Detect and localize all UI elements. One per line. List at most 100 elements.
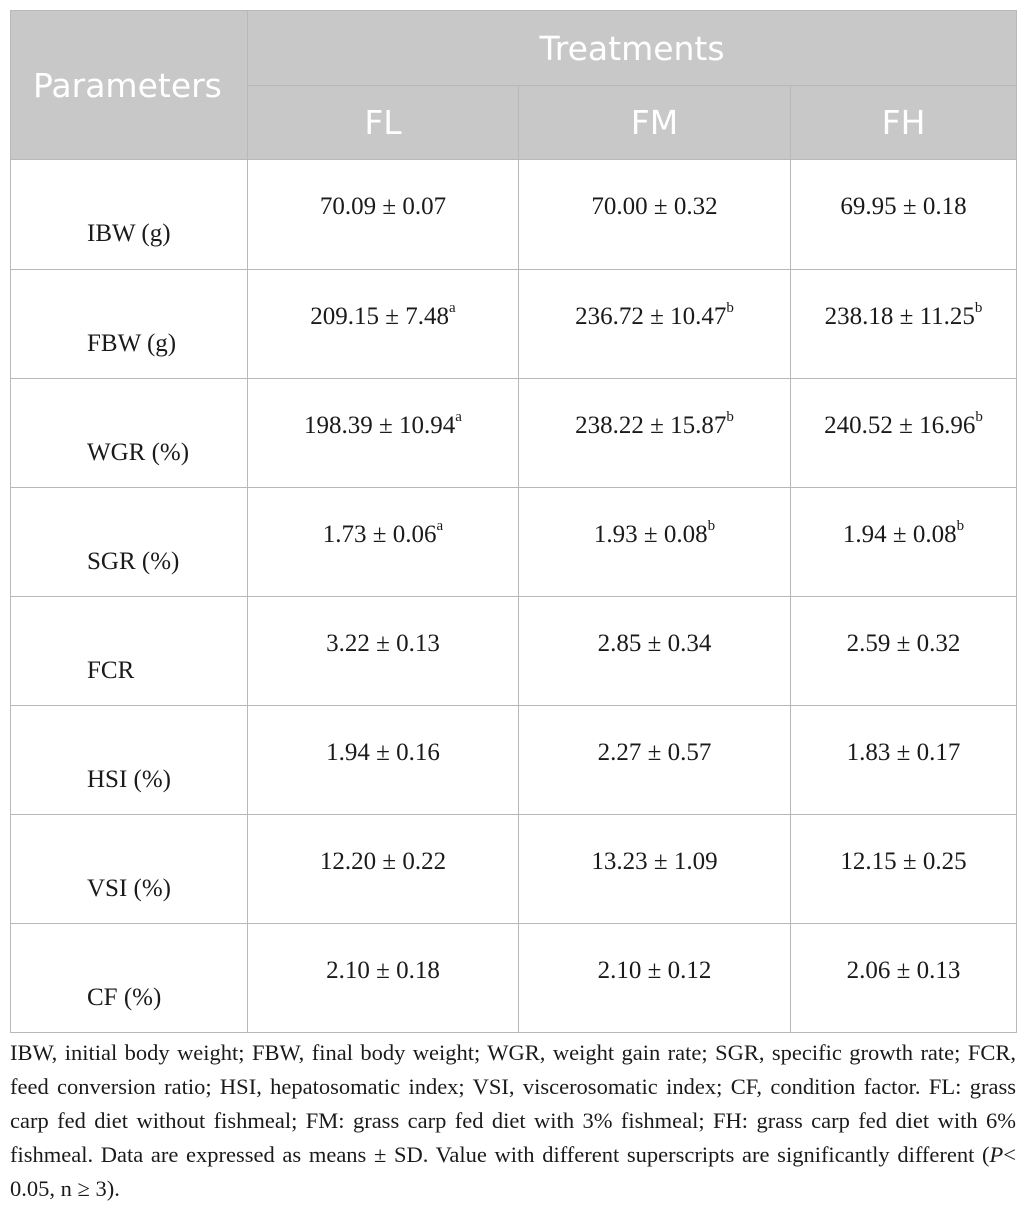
significance-superscript: b	[726, 299, 734, 316]
value-wrapper: 238.22 ± 15.87b	[519, 408, 790, 440]
mean-sd-value: 12.20 ± 0.22	[319, 848, 447, 875]
value-wrapper: 3.22 ± 0.13	[248, 630, 518, 658]
value-cell: 2.10 ± 0.18	[247, 923, 519, 1033]
mean-sd-value: 70.09 ± 0.07	[319, 193, 447, 220]
mean-sd-value: 2.10 ± 0.18	[326, 957, 440, 984]
mean-sd-value: 1.94 ± 0.16	[326, 739, 440, 766]
significance-superscript: b	[707, 517, 716, 534]
mean-sd-value: 70.00 ± 0.32	[591, 193, 718, 220]
parameter-cell: SGR (%)	[10, 487, 248, 597]
parameter-label: VSI (%)	[87, 875, 172, 902]
mean-sd-value: 12.15 ± 0.25	[840, 848, 967, 875]
value-wrapper: 2.59 ± 0.32	[791, 630, 1016, 658]
value-wrapper: 240.52 ± 16.96b	[791, 409, 1016, 440]
table-row: CF (%) 2.10 ± 0.18 2.10 ± 0.12 2.06 ± 0.13	[10, 923, 1018, 1033]
mean-sd-value: 238.22 ± 15.87	[575, 412, 727, 439]
parameter-label: WGR (%)	[87, 439, 190, 466]
significance-superscript: b	[726, 408, 734, 425]
value-cell: 238.18 ± 11.25b	[789, 269, 1018, 379]
table-row: VSI (%) 12.20 ± 0.22 13.23 ± 1.09 12.15 ± 0…	[10, 814, 1018, 924]
value-wrapper: 12.20 ± 0.22	[248, 848, 518, 876]
value-cell: 69.95 ± 0.18	[789, 159, 1018, 270]
table-container: Parameters Treatments FL FM FH IBW (g) 70…	[10, 10, 1018, 1033]
value-cell: 70.09 ± 0.07	[247, 159, 519, 270]
value-wrapper: 1.94 ± 0.08b	[791, 517, 1016, 549]
growth-performance-table: Parameters Treatments FL FM FH IBW (g) 70…	[10, 10, 1018, 1033]
value-cell: 1.93 ± 0.08b	[518, 487, 791, 597]
mean-sd-value: 3.22 ± 0.13	[326, 630, 440, 657]
value-cell: 1.94 ± 0.08b	[789, 487, 1018, 597]
value-cell: 198.39 ± 10.94a	[247, 378, 519, 488]
parameter-cell: HSI (%)	[10, 705, 248, 815]
value-wrapper: 1.93 ± 0.08b	[519, 517, 790, 549]
value-cell: 240.52 ± 16.96b	[789, 378, 1018, 488]
parameter-label: FCR	[87, 657, 135, 684]
mean-sd-value: 238.18 ± 11.25	[824, 303, 975, 330]
value-wrapper: 69.95 ± 0.18	[791, 193, 1016, 221]
value-cell: 12.20 ± 0.22	[247, 814, 519, 924]
table-body: IBW (g) 70.09 ± 0.07 70.00 ± 0.32 69.95 ± 0…	[10, 159, 1018, 1033]
value-wrapper: 2.06 ± 0.13	[791, 957, 1016, 985]
value-cell: 1.94 ± 0.16	[247, 705, 519, 815]
header-treatments: Treatments	[246, 10, 1018, 86]
value-cell: 13.23 ± 1.09	[518, 814, 791, 924]
value-wrapper: 1.94 ± 0.16	[248, 739, 518, 767]
mean-sd-value: 209.15 ± 7.48	[310, 303, 450, 330]
mean-sd-value: 1.93 ± 0.08	[593, 521, 708, 548]
significance-superscript: a	[455, 408, 462, 425]
value-cell: 2.27 ± 0.57	[518, 705, 791, 815]
parameter-cell: CF (%)	[10, 923, 248, 1033]
mean-sd-value: 1.94 ± 0.08	[842, 521, 957, 548]
value-cell: 12.15 ± 0.25	[789, 814, 1018, 924]
header-group-fh: FH	[789, 85, 1018, 160]
parameter-label: FBW (g)	[87, 330, 177, 357]
mean-sd-value: 2.85 ± 0.34	[597, 630, 712, 657]
mean-sd-value: 2.10 ± 0.12	[597, 957, 712, 984]
significance-superscript: a	[449, 299, 456, 316]
table-row: FCR 3.22 ± 0.13 2.85 ± 0.34 2.59 ± 0.32	[10, 596, 1018, 706]
value-cell: 1.73 ± 0.06a	[247, 487, 519, 597]
value-cell: 70.00 ± 0.32	[518, 159, 791, 270]
parameter-cell: FCR	[10, 596, 248, 706]
mean-sd-value: 236.72 ± 10.47	[575, 303, 727, 330]
significance-superscript: b	[974, 299, 983, 316]
value-cell: 238.22 ± 15.87b	[518, 378, 791, 488]
mean-sd-value: 1.73 ± 0.06	[322, 521, 437, 548]
mean-sd-value: 2.27 ± 0.57	[597, 739, 712, 766]
parameter-cell: IBW (g)	[10, 159, 248, 270]
mean-sd-value: 198.39 ± 10.94	[304, 412, 456, 439]
value-wrapper: 236.72 ± 10.47b	[519, 299, 790, 331]
value-wrapper: 2.10 ± 0.18	[248, 957, 518, 985]
value-cell: 209.15 ± 7.48a	[247, 269, 519, 379]
parameter-label: IBW (g)	[87, 220, 171, 247]
value-wrapper: 70.09 ± 0.07	[248, 193, 518, 221]
p-value-symbol: P	[989, 1142, 1004, 1167]
table-row: IBW (g) 70.09 ± 0.07 70.00 ± 0.32 69.95 ± 0…	[10, 159, 1018, 270]
parameter-cell: FBW (g)	[10, 269, 248, 379]
header-parameters: Parameters	[10, 10, 248, 160]
value-cell: 2.10 ± 0.12	[518, 923, 791, 1033]
parameter-cell: VSI (%)	[10, 814, 248, 924]
value-wrapper: 2.10 ± 0.12	[519, 957, 790, 985]
value-wrapper: 238.18 ± 11.25b	[791, 299, 1016, 331]
footnote-text: IBW, initial body weight; FBW, final bod…	[10, 1040, 1016, 1167]
footnote-text-end: < 0.05, n ≥ 3).	[10, 1142, 1016, 1201]
value-wrapper: 70.00 ± 0.32	[519, 193, 790, 221]
value-wrapper: 198.39 ± 10.94a	[248, 408, 518, 440]
mean-sd-value: 1.83 ± 0.17	[846, 739, 961, 766]
value-wrapper: 1.73 ± 0.06a	[248, 517, 518, 549]
header-group-fm: FM	[518, 85, 791, 160]
significance-superscript: b	[956, 517, 965, 534]
value-cell: 3.22 ± 0.13	[247, 596, 519, 706]
table-row: WGR (%) 198.39 ± 10.94a 238.22 ± 15.87b 240…	[10, 378, 1018, 488]
table-footnote: IBW, initial body weight; FBW, final bod…	[10, 1036, 1016, 1206]
value-cell: 236.72 ± 10.47b	[518, 269, 791, 379]
parameter-label: SGR (%)	[87, 548, 180, 575]
header-group-fl: FL	[247, 85, 519, 160]
significance-superscript: a	[436, 517, 444, 534]
value-cell: 1.83 ± 0.17	[789, 705, 1018, 815]
value-wrapper: 209.15 ± 7.48a	[248, 299, 518, 331]
table-row: FBW (g) 209.15 ± 7.48a 236.72 ± 10.47b 238.…	[10, 269, 1018, 379]
value-wrapper: 12.15 ± 0.25	[791, 848, 1016, 876]
parameter-label: HSI (%)	[87, 766, 172, 793]
